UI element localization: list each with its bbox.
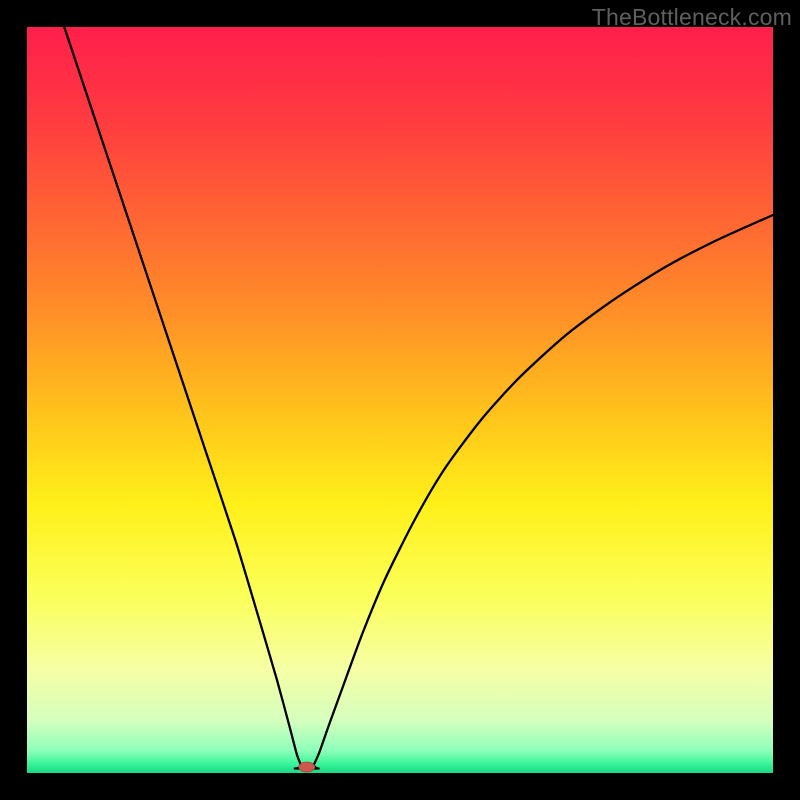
chart-svg bbox=[27, 27, 773, 773]
plot-area bbox=[27, 27, 773, 773]
watermark-text: TheBottleneck.com bbox=[592, 4, 792, 31]
chart-frame: TheBottleneck.com bbox=[0, 0, 800, 800]
gradient-background bbox=[27, 27, 773, 773]
optimum-marker bbox=[299, 762, 315, 772]
